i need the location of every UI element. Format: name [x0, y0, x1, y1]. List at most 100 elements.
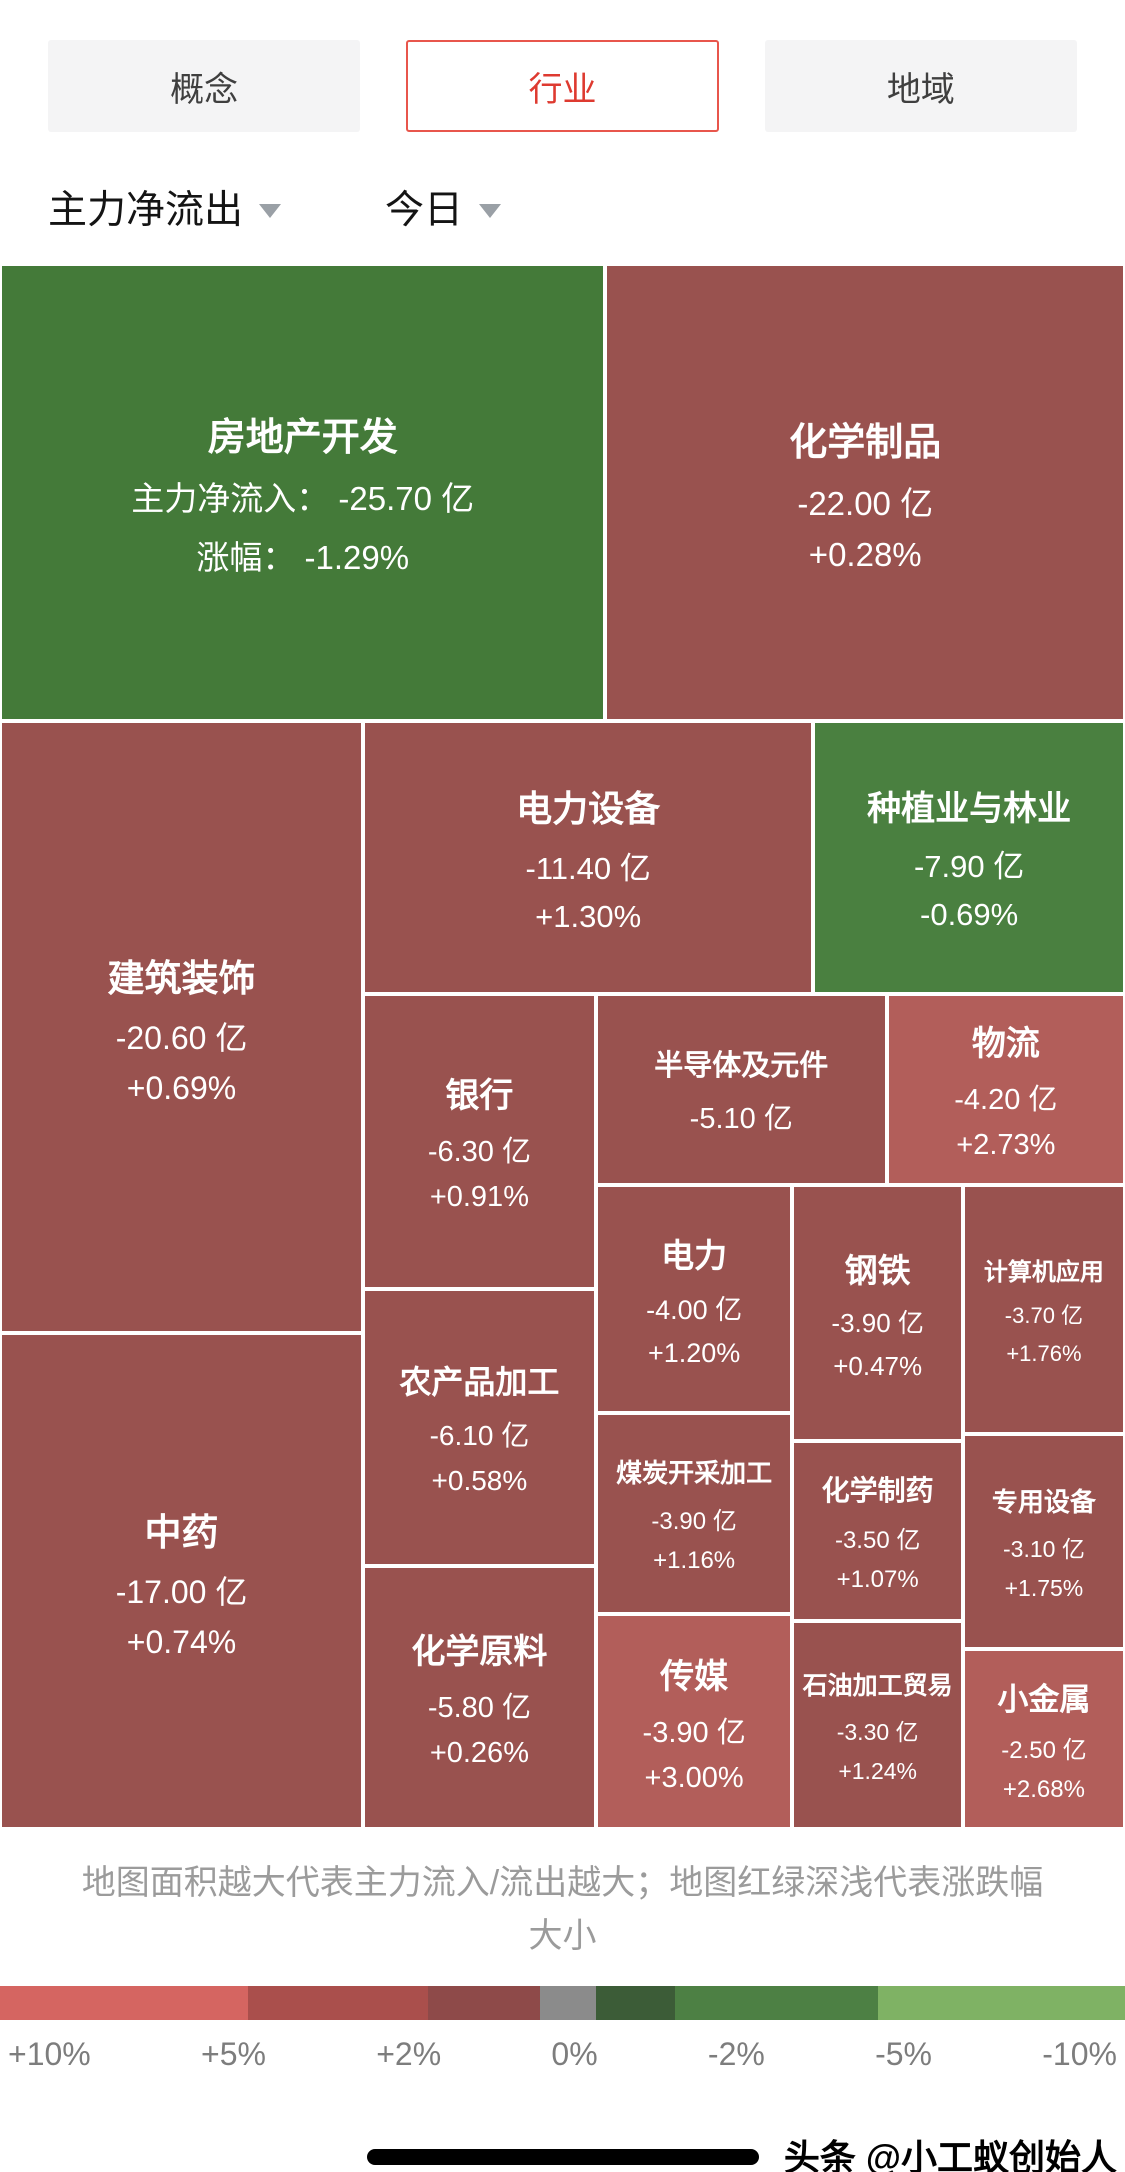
- tile-net-flow: -22.00 亿: [797, 484, 934, 522]
- scale-segment-5: [675, 1986, 878, 2021]
- scale-labels: +10% +5% +2% 0% -2% -5% -10%: [0, 2036, 1125, 2073]
- tile-sector-name: 专用设备: [991, 1486, 1096, 1517]
- treemap-tile-chemical-products[interactable]: 化学制品 -22.00 亿 +0.28%: [605, 264, 1125, 721]
- treemap-tile-chem-pharma[interactable]: 化学制药 -3.50 亿 +1.07%: [792, 1441, 963, 1622]
- treemap-tile-bank[interactable]: 银行 -6.30 亿 +0.91%: [363, 993, 596, 1289]
- treemap-tile-steel[interactable]: 钢铁 -3.90 亿 +0.47%: [792, 1185, 963, 1442]
- scale-label-3: 0%: [551, 2036, 598, 2073]
- tile-net-flow: -11.40 亿: [525, 850, 651, 886]
- tile-net-flow: -6.10 亿: [429, 1420, 530, 1452]
- tile-change-pct: +0.58%: [431, 1465, 528, 1497]
- tile-net-flow: -3.70 亿: [1004, 1303, 1084, 1329]
- treemap-tile-tcm[interactable]: 中药 -17.00 亿 +0.74%: [0, 1333, 364, 1829]
- tile-sector-name: 化学制品: [789, 421, 942, 464]
- tab-industry[interactable]: 行业: [406, 40, 719, 132]
- period-dropdown[interactable]: 今日: [385, 179, 502, 235]
- treemap-tile-coal[interactable]: 煤炭开采加工 -3.90 亿 +1.16%: [595, 1413, 793, 1615]
- tile-change-pct: +2.68%: [1002, 1776, 1085, 1803]
- tile-change-pct: +1.20%: [647, 1338, 741, 1369]
- treemap-tile-agri-processing[interactable]: 农产品加工 -6.10 亿 +0.58%: [363, 1288, 596, 1566]
- scale-label-4: -2%: [707, 2036, 765, 2073]
- treemap-tile-semiconductor[interactable]: 半导体及元件 -5.10 亿: [595, 993, 887, 1185]
- tile-net-flow: -7.90 亿: [913, 849, 1025, 885]
- tile-net-flow: -3.30 亿: [836, 1718, 919, 1745]
- tile-sector-name: 小金属: [997, 1682, 1091, 1717]
- tab-region[interactable]: 地域: [764, 40, 1077, 132]
- scale-segment-4: [596, 1986, 675, 2021]
- tile-sector-name: 传媒: [660, 1657, 729, 1696]
- tile-change-pct: +1.30%: [535, 898, 642, 934]
- tab-concept[interactable]: 概念: [48, 40, 361, 132]
- tile-change-pct: +1.24%: [838, 1757, 917, 1784]
- treemap-tile-chemical-raw[interactable]: 化学原料 -5.80 亿 +0.26%: [363, 1565, 596, 1829]
- tile-change-pct: +0.91%: [429, 1181, 529, 1214]
- chevron-down-icon: [259, 204, 282, 218]
- tile-sector-name: 化学制药: [821, 1474, 934, 1506]
- tile-change-pct: +2.73%: [956, 1129, 1056, 1162]
- chevron-down-icon: [479, 204, 502, 218]
- scale-segment-1: [247, 1986, 428, 2021]
- tab-bar: 概念 行业 地域: [0, 0, 1125, 132]
- tile-sector-name: 电力: [661, 1237, 728, 1275]
- tile-sector-name: 化学原料: [411, 1633, 548, 1672]
- period-label: 今日: [385, 189, 464, 232]
- tile-sector-name: 煤炭开采加工: [616, 1457, 773, 1488]
- treemap-tile-real-estate-dev[interactable]: 房地产开发 主力净流入： -25.70 亿涨幅： -1.29%: [0, 264, 606, 721]
- scale-segment-3: [540, 1986, 597, 2021]
- treemap-tile-media[interactable]: 传媒 -3.90 亿 +3.00%: [595, 1614, 793, 1829]
- tile-change-pct: -0.69%: [920, 897, 1019, 933]
- tile-net-flow: -2.50 亿: [1001, 1737, 1087, 1764]
- treemap-tile-construction-decoration[interactable]: 建筑装饰 -20.60 亿 +0.69%: [0, 720, 364, 1334]
- tile-net-flow: -5.80 亿: [427, 1692, 531, 1725]
- legend-note: 地图面积越大代表主力流入/流出越大；地图红绿深浅代表涨跌幅大小: [81, 1864, 1044, 1955]
- tile-change-pct: +0.26%: [429, 1737, 529, 1770]
- tile-change-pct: +1.07%: [836, 1565, 919, 1593]
- treemap-tile-minor-metals[interactable]: 小金属 -2.50 亿 +2.68%: [962, 1649, 1125, 1829]
- tile-sector-name: 半导体及元件: [654, 1049, 829, 1082]
- tab-industry-label: 行业: [528, 70, 597, 109]
- tile-net-flow: -3.90 亿: [651, 1507, 737, 1535]
- treemap-tile-petroleum-trade[interactable]: 石油加工贸易 -3.30 亿 +1.24%: [792, 1621, 963, 1829]
- tile-sector-name: 中药: [144, 1511, 219, 1553]
- treemap-tile-electric-power[interactable]: 电力 -4.00 亿 +1.20%: [595, 1185, 793, 1414]
- tile-sector-name: 电力设备: [516, 787, 661, 829]
- flow-metric-dropdown[interactable]: 主力净流出: [48, 179, 282, 235]
- tile-sector-name: 计算机应用: [983, 1259, 1104, 1287]
- treemap-tile-power-equipment[interactable]: 电力设备 -11.40 亿 +1.30%: [363, 720, 814, 994]
- tile-net-flow: -4.00 亿: [646, 1295, 743, 1326]
- treemap: 房地产开发 主力净流入： -25.70 亿涨幅： -1.29% 化学制品 -22.00…: [0, 264, 1125, 1829]
- filter-row: 主力净流出 今日: [0, 174, 1125, 240]
- treemap-tile-planting-forestry[interactable]: 种植业与林业 -7.90 亿 -0.69%: [813, 720, 1125, 994]
- tile-net-flow: -20.60 亿: [115, 1019, 248, 1056]
- tile-change-pct: +3.00%: [644, 1761, 744, 1794]
- tile-sector-name: 种植业与林业: [867, 790, 1072, 829]
- footer: 头条 @小工蚁创始人: [0, 2107, 1125, 2172]
- tile-net-flow: -3.50 亿: [834, 1526, 921, 1554]
- scale-label-1: +5%: [201, 2036, 266, 2073]
- scale-label-6: -10%: [1042, 2036, 1117, 2073]
- tile-net-flow: -5.10 亿: [689, 1102, 793, 1135]
- tab-concept-label: 概念: [170, 70, 239, 109]
- tile-change-pct: +0.28%: [808, 535, 922, 573]
- scale-segment-0: [0, 1986, 248, 2021]
- treemap-tile-logistics[interactable]: 物流 -4.20 亿 +2.73%: [886, 993, 1125, 1185]
- scale-label-5: -5%: [875, 2036, 932, 2073]
- tile-net-flow: -3.90 亿: [831, 1308, 924, 1339]
- treemap-tile-special-equipment[interactable]: 专用设备 -3.10 亿 +1.75%: [962, 1434, 1125, 1649]
- tile-change-pct: +1.16%: [653, 1546, 736, 1574]
- tile-sector-name: 银行: [445, 1077, 514, 1116]
- tile-change-pct: +1.76%: [1006, 1341, 1082, 1367]
- tile-change-pct: +0.74%: [126, 1623, 237, 1660]
- tile-sector-name: 农产品加工: [399, 1364, 560, 1401]
- tile-net-flow: -3.10 亿: [1003, 1535, 1085, 1562]
- scale-segment-6: [877, 1986, 1125, 2021]
- tile-net-flow: 主力净流入： -25.70 亿: [131, 479, 475, 517]
- scale-label-0: +10%: [8, 2036, 91, 2073]
- flow-metric-label: 主力净流出: [48, 189, 244, 232]
- watermark: 头条 @小工蚁创始人: [783, 2137, 1117, 2172]
- tile-net-flow: -3.90 亿: [642, 1716, 746, 1749]
- treemap-tile-computer-apps[interactable]: 计算机应用 -3.70 亿 +1.76%: [962, 1185, 1125, 1435]
- tile-sector-name: 钢铁: [844, 1252, 911, 1290]
- home-indicator[interactable]: [366, 2149, 759, 2166]
- tile-change-pct: +0.69%: [126, 1069, 237, 1106]
